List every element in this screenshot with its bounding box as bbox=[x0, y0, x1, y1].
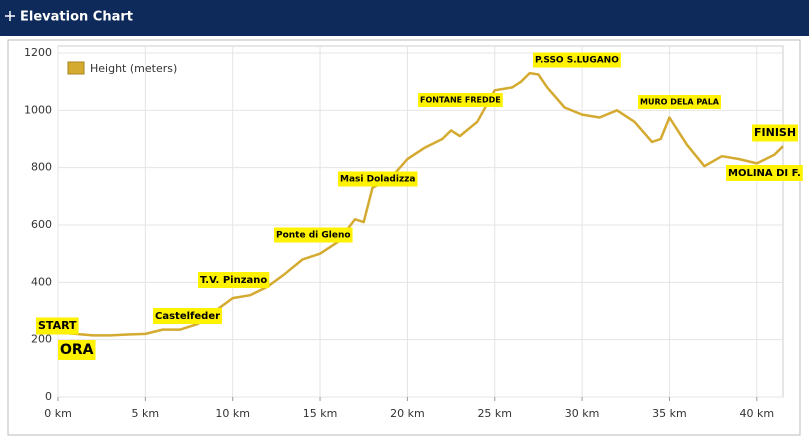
header-title: Elevation Chart bbox=[20, 10, 133, 25]
annotation-bg bbox=[638, 95, 721, 109]
x-tick-label: 10 km bbox=[215, 407, 250, 420]
x-tick-label: 40 km bbox=[739, 407, 774, 420]
annotation-bg bbox=[274, 227, 353, 243]
annotation: T.V. Pinzano bbox=[200, 275, 267, 286]
y-tick-label: 1200 bbox=[24, 46, 52, 59]
annotation-bg bbox=[36, 317, 79, 335]
x-tick-label: 35 km bbox=[652, 407, 687, 420]
x-tick-label: 20 km bbox=[390, 407, 425, 420]
annotation-bg bbox=[58, 340, 96, 360]
y-tick-label: 400 bbox=[31, 275, 52, 288]
elevation-line bbox=[57, 71, 784, 337]
x-tick-label: 0 km bbox=[44, 407, 72, 420]
annotation: Ponte di Gleno bbox=[276, 231, 351, 241]
x-tick-label: 5 km bbox=[132, 407, 160, 420]
annotation-bg bbox=[418, 93, 503, 107]
x-tick-label: 15 km bbox=[303, 407, 338, 420]
annotation: START bbox=[38, 319, 77, 332]
x-tick-label: 30 km bbox=[565, 407, 600, 420]
annotation-bg bbox=[198, 272, 270, 288]
legend-swatch bbox=[67, 61, 85, 75]
annotation: ORA bbox=[60, 342, 94, 358]
annotation-bg bbox=[338, 171, 418, 187]
y-tick-label: 800 bbox=[31, 161, 52, 174]
y-tick-label: 1000 bbox=[24, 103, 52, 116]
annotation: FONTANE FREDDE bbox=[420, 96, 501, 105]
annotation: Masi Doladizza bbox=[340, 175, 416, 185]
y-tick-label: 0 bbox=[45, 390, 52, 403]
annotation-bg bbox=[726, 165, 803, 181]
annotation: Castelfeder bbox=[155, 311, 220, 322]
y-tick-label: 600 bbox=[31, 218, 52, 231]
annotation: P.SSO S.LUGANO bbox=[535, 56, 619, 66]
annotation-bg bbox=[153, 308, 223, 324]
y-tick-label: 200 bbox=[31, 333, 52, 346]
annotation: FINISH bbox=[754, 126, 796, 139]
x-tick-label: 25 km bbox=[477, 407, 512, 420]
annotation-bg bbox=[533, 52, 621, 68]
header-icon bbox=[5, 11, 15, 21]
annotation: MOLINA DI F. bbox=[728, 168, 801, 179]
legend-label: Height (meters) bbox=[90, 62, 177, 75]
annotation: MURO DELA PALA bbox=[640, 98, 720, 107]
header-bar bbox=[0, 0, 809, 36]
annotation-bg bbox=[752, 124, 799, 142]
